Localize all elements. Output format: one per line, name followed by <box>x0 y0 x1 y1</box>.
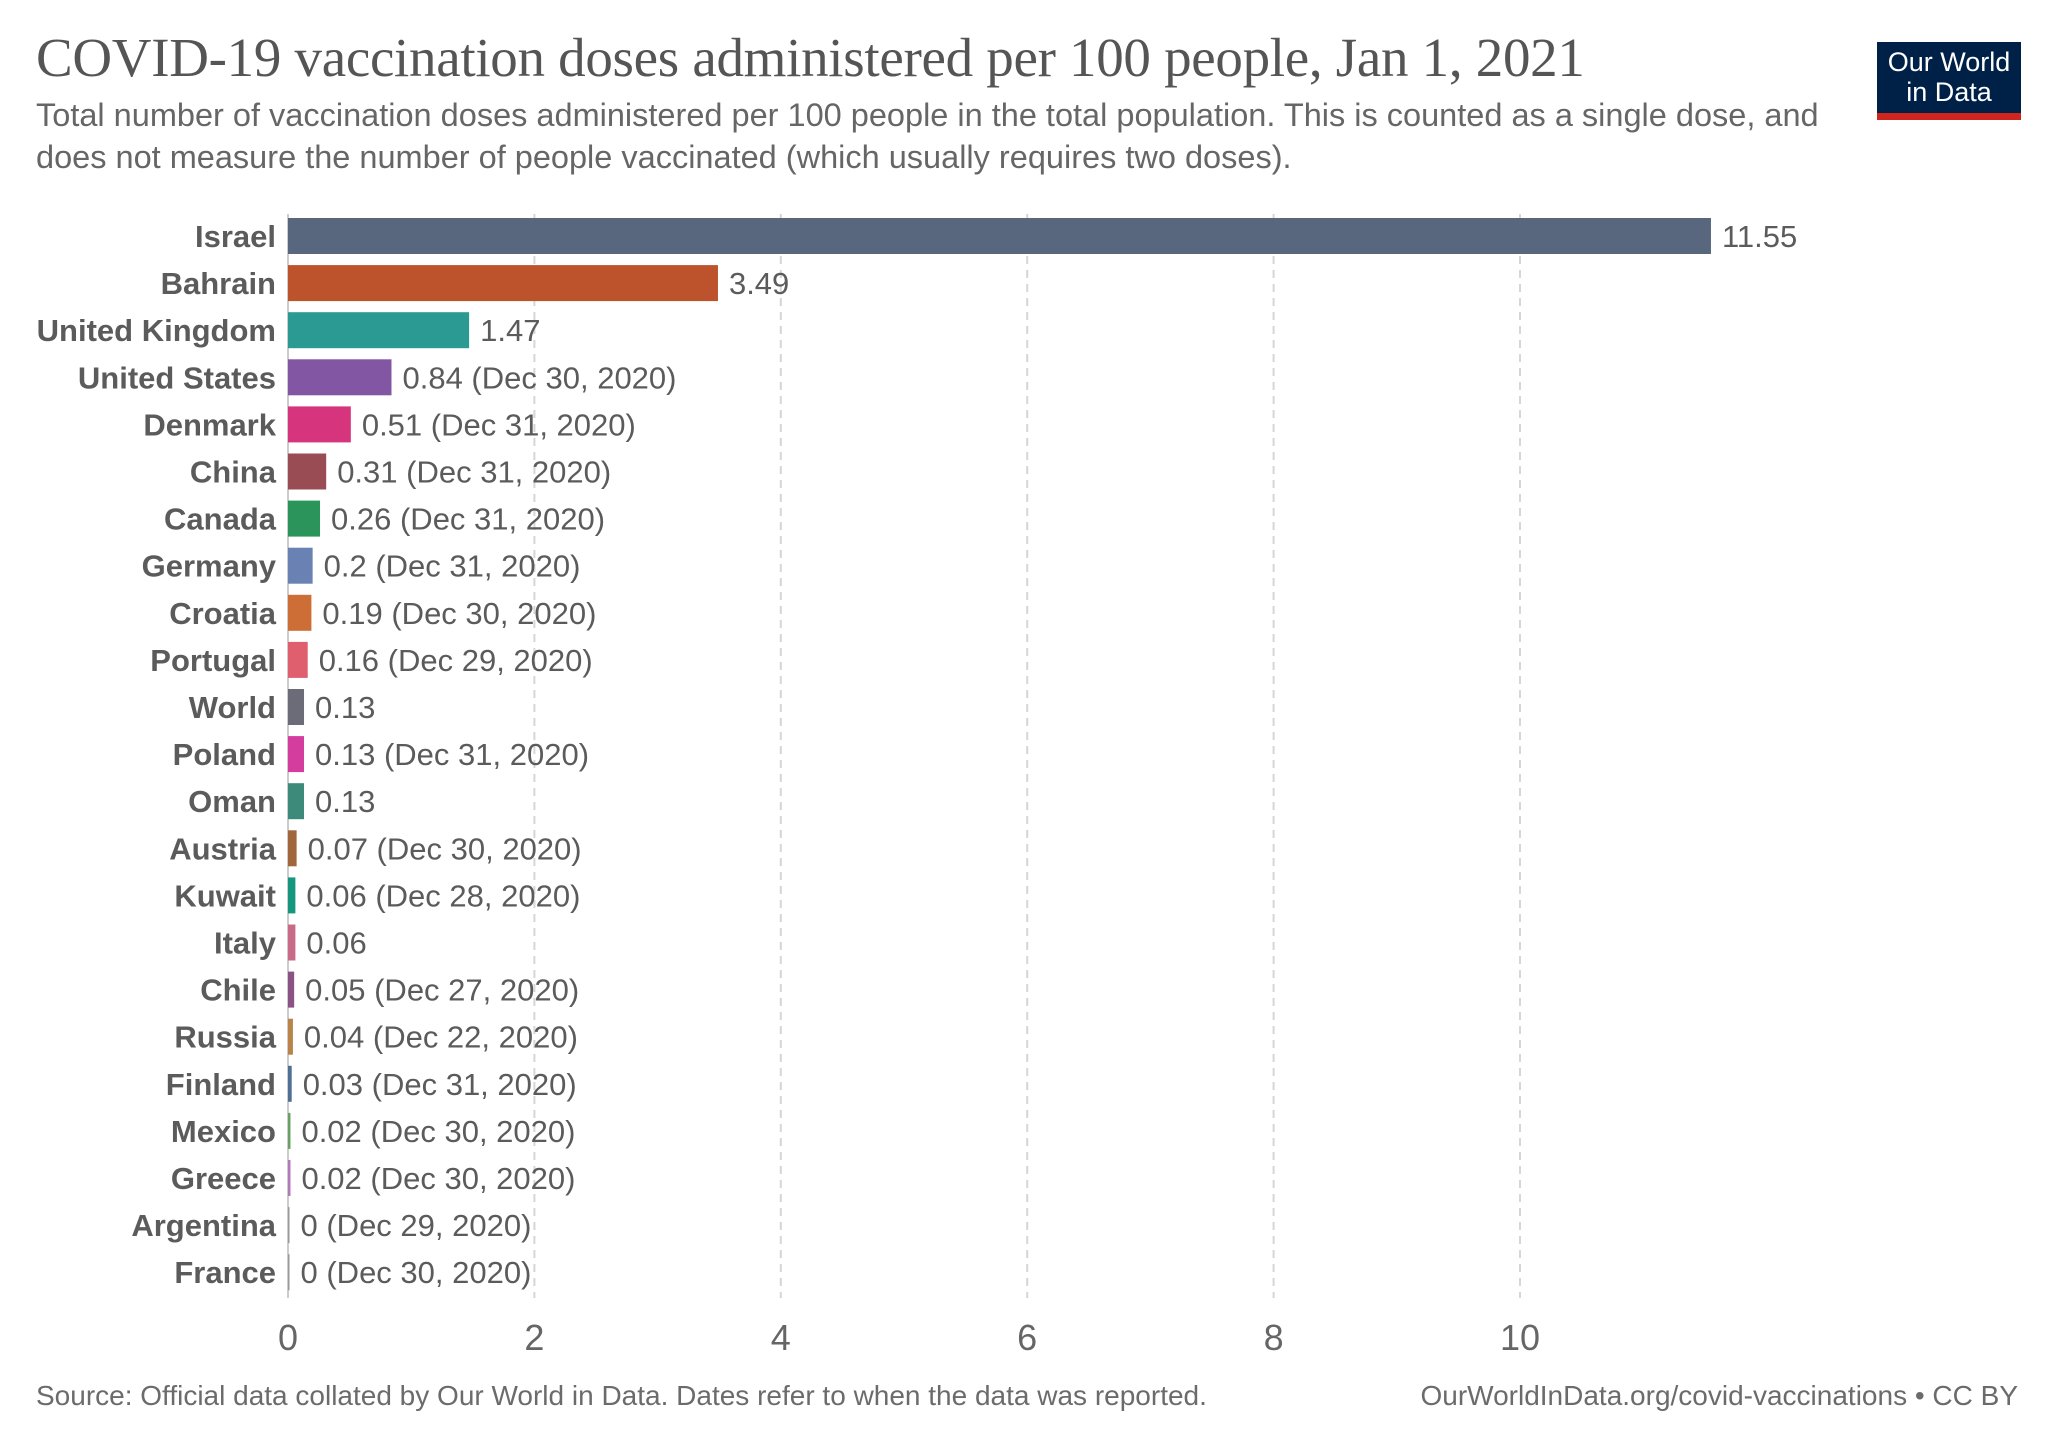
category-label: Portugal <box>150 643 276 678</box>
bar[interactable] <box>288 1160 291 1196</box>
bar[interactable] <box>288 265 718 302</box>
x-tick-label: 0 <box>278 1317 298 1358</box>
category-label: United States <box>78 360 276 395</box>
bar[interactable] <box>288 830 297 867</box>
value-label: 0.06 <box>306 926 366 961</box>
bar[interactable] <box>288 1112 291 1149</box>
source-note: Source: Official data collated by Our Wo… <box>36 1380 1207 1411</box>
category-label: Canada <box>164 502 277 537</box>
value-label: 0 (Dec 29, 2020) <box>301 1208 532 1243</box>
category-label: Argentina <box>131 1208 276 1243</box>
category-label: Russia <box>174 1020 276 1055</box>
value-label: 1.47 <box>480 313 540 348</box>
bar[interactable] <box>288 971 295 1008</box>
value-label: 0.51 (Dec 31, 2020) <box>362 407 636 442</box>
bar[interactable] <box>288 594 312 631</box>
bar[interactable] <box>288 641 308 678</box>
value-label: 0.13 <box>315 690 375 725</box>
owid-logo[interactable]: Our World in Data <box>1877 42 2021 120</box>
category-label: Croatia <box>169 596 277 631</box>
source-link[interactable]: OurWorldInData.org/covid-vaccinations • … <box>1420 1380 2018 1411</box>
x-tick-label: 2 <box>524 1317 544 1358</box>
value-label: 0.16 (Dec 29, 2020) <box>319 643 593 678</box>
x-axis-ticks: 0 2 4 6 8 10 <box>278 1317 1540 1358</box>
category-label: Austria <box>169 831 277 866</box>
bar[interactable] <box>288 359 392 396</box>
value-label: 0.02 (Dec 30, 2020) <box>301 1114 575 1149</box>
category-label: Bahrain <box>161 266 276 301</box>
category-label: Denmark <box>143 407 276 442</box>
bar[interactable] <box>288 406 351 443</box>
chart-subtitle: Total number of vaccination doses admini… <box>36 97 1819 175</box>
category-label: Greece <box>171 1161 276 1196</box>
x-tick-label: 8 <box>1264 1317 1284 1358</box>
category-label: United Kingdom <box>37 313 276 348</box>
bar[interactable] <box>288 1254 290 1291</box>
value-label: 0.13 (Dec 31, 2020) <box>315 737 589 772</box>
bar[interactable] <box>288 1065 292 1102</box>
value-label: 0.26 (Dec 31, 2020) <box>331 502 605 537</box>
category-label: Israel <box>195 219 276 254</box>
value-labels: 11.55 3.49 1.47 0.84 (Dec 30, 2020) 0.51 (De… <box>301 219 1798 1290</box>
bar[interactable] <box>288 547 313 584</box>
x-tick-label: 10 <box>1500 1317 1540 1358</box>
bar[interactable] <box>288 1207 290 1244</box>
value-label: 0.84 (Dec 30, 2020) <box>402 360 676 395</box>
bar[interactable] <box>288 689 305 725</box>
value-label: 0.13 <box>315 784 375 819</box>
category-label: Mexico <box>171 1114 276 1149</box>
logo-line-1: Our World <box>1887 47 2011 77</box>
category-label: Italy <box>214 926 277 961</box>
category-label: Kuwait <box>174 878 276 913</box>
category-label: World <box>189 690 276 725</box>
bar[interactable] <box>288 312 470 349</box>
bar[interactable] <box>288 924 296 961</box>
category-label: Finland <box>166 1067 276 1102</box>
value-label: 0.31 (Dec 31, 2020) <box>337 455 611 490</box>
value-label: 0.02 (Dec 30, 2020) <box>301 1161 575 1196</box>
x-tick-label: 6 <box>1017 1317 1037 1358</box>
bar[interactable] <box>288 500 321 537</box>
category-label: Oman <box>188 784 276 819</box>
value-label: 0.04 (Dec 22, 2020) <box>304 1020 578 1055</box>
bar[interactable] <box>288 1018 293 1055</box>
x-tick-label: 4 <box>771 1317 791 1358</box>
value-label: 0.2 (Dec 31, 2020) <box>324 549 581 584</box>
bar[interactable] <box>288 736 305 773</box>
bar[interactable] <box>288 453 327 490</box>
bar[interactable] <box>288 218 1711 254</box>
value-label: 0.05 (Dec 27, 2020) <box>305 973 579 1008</box>
bar[interactable] <box>288 783 305 820</box>
category-label: China <box>190 455 277 490</box>
value-label: 11.55 <box>1722 219 1797 254</box>
bars <box>288 218 1711 1291</box>
category-label: Germany <box>142 549 277 584</box>
value-label: 3.49 <box>729 266 789 301</box>
bar[interactable] <box>288 877 296 914</box>
value-label: 0.06 (Dec 28, 2020) <box>306 878 580 913</box>
value-label: 0.03 (Dec 31, 2020) <box>303 1067 577 1102</box>
logo-line-2: in Data <box>1906 77 1992 107</box>
category-label: Chile <box>200 973 276 1008</box>
value-label: 0.19 (Dec 30, 2020) <box>322 596 596 631</box>
value-label: 0.07 (Dec 30, 2020) <box>308 831 582 866</box>
category-label: Poland <box>173 737 276 772</box>
chart-title: COVID-19 vaccination doses administered … <box>36 27 1585 88</box>
category-label: France <box>174 1255 276 1290</box>
value-label: 0 (Dec 30, 2020) <box>301 1255 532 1290</box>
category-labels: Israel Bahrain United Kingdom United States… <box>37 219 277 1290</box>
